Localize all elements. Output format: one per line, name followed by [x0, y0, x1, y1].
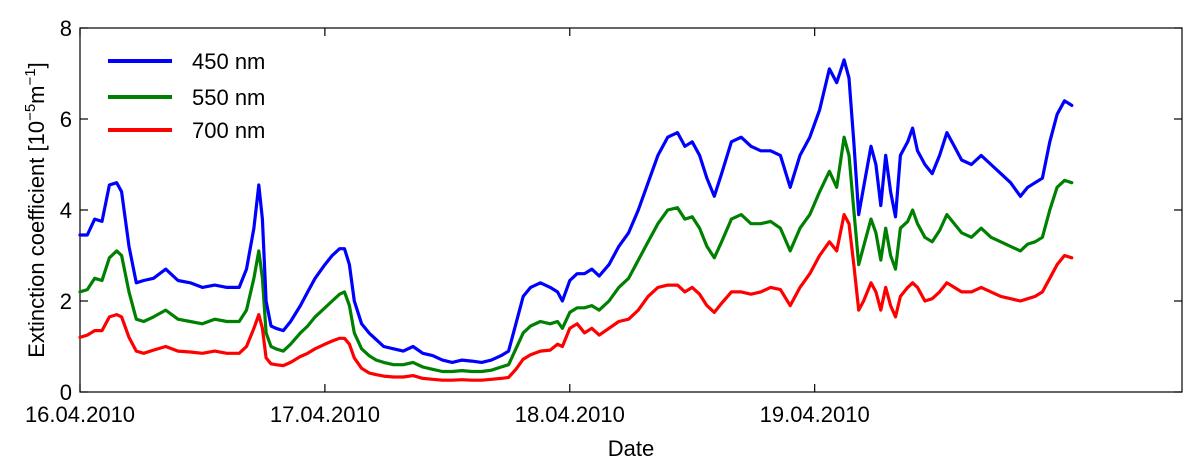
legend-label-700nm: 700 nm	[192, 118, 265, 143]
legend: 450 nm 550 nm 700 nm	[108, 49, 265, 143]
x-tick-label: 16.04.2010	[25, 402, 135, 427]
x-tick-label: 17.04.2010	[270, 402, 380, 427]
series-line-700nm	[78, 213, 1074, 382]
series-layer	[78, 58, 1074, 382]
legend-label-550nm: 550 nm	[192, 85, 265, 110]
plot-frame	[79, 27, 1183, 393]
series-line-450nm	[78, 58, 1074, 364]
y-tick-label: 2	[60, 289, 72, 314]
y-axis-label-sup2: −1	[22, 68, 39, 85]
legend-label-450nm: 450 nm	[192, 49, 265, 74]
y-tick-label: 0	[60, 380, 72, 405]
y-axis-label-sup1: −5	[22, 104, 39, 121]
y-tick-label: 8	[60, 16, 72, 41]
y-axis-ticks: 0 2 4 6 8	[60, 16, 1182, 405]
y-tick-label: 4	[60, 198, 72, 223]
x-tick-label: 18.04.2010	[515, 402, 625, 427]
y-axis-label: Extinction coefficient [10−5m−1]	[22, 62, 49, 358]
x-axis-label: Date	[608, 436, 654, 461]
y-tick-label: 6	[60, 107, 72, 132]
y-axis-label-main: Extinction coefficient [10	[24, 121, 49, 358]
x-tick-label: 19.04.2010	[760, 402, 870, 427]
x-axis-ticks: 16.04.2010 17.04.2010 18.04.2010 19.04.2010	[25, 28, 870, 427]
series-line-550nm	[78, 135, 1074, 374]
y-axis-label-mid: m	[24, 85, 49, 103]
y-axis-label-end: ]	[24, 62, 49, 68]
